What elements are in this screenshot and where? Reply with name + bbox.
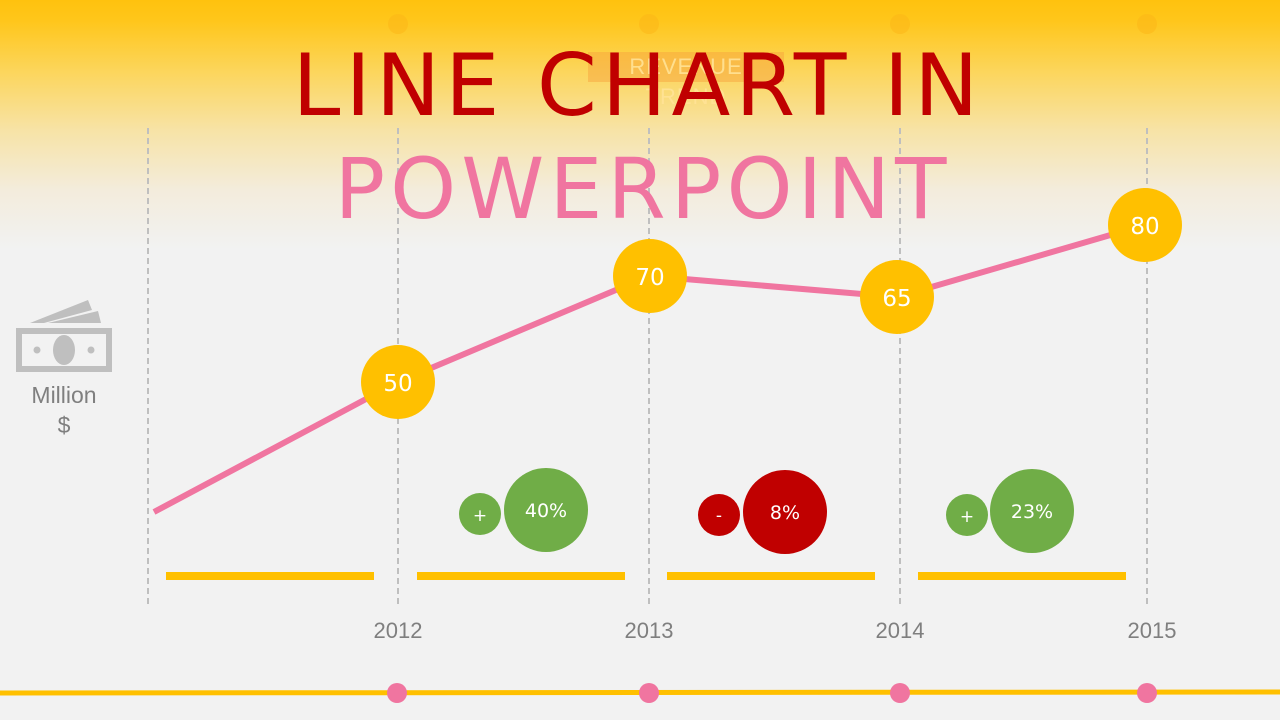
timeline-dot-2013 bbox=[639, 683, 659, 703]
change-bubble-2013-2014: - 8% bbox=[698, 470, 827, 554]
slide-title-line-1: LINE CHART IN bbox=[292, 36, 984, 136]
unit-label-line-1: Million bbox=[31, 382, 97, 408]
x-axis-label-2012: 2012 bbox=[373, 618, 423, 643]
svg-text:50: 50 bbox=[383, 371, 412, 397]
top-faint-dots bbox=[388, 14, 1157, 34]
svg-text:+: + bbox=[960, 507, 974, 527]
svg-text:70: 70 bbox=[635, 265, 664, 291]
timeline-dot-2015 bbox=[1137, 683, 1157, 703]
svg-text:8%: 8% bbox=[770, 502, 800, 524]
change-bubble-2012-2013: + 40% bbox=[459, 468, 588, 552]
svg-text:65: 65 bbox=[882, 286, 911, 312]
segment-bars bbox=[166, 572, 1126, 580]
timeline bbox=[0, 683, 1280, 703]
change-bubble-2014-2015: + 23% bbox=[946, 469, 1074, 553]
x-axis-label-2014: 2014 bbox=[875, 618, 925, 643]
svg-text:80: 80 bbox=[1130, 214, 1159, 240]
x-axis-label-2015: 2015 bbox=[1127, 618, 1177, 643]
y-axis-unit-label: Million $ bbox=[14, 380, 114, 440]
x-axis-label-2013: 2013 bbox=[624, 618, 674, 643]
svg-text:-: - bbox=[716, 506, 722, 526]
svg-text:40%: 40% bbox=[525, 500, 567, 522]
timeline-dot-2012 bbox=[387, 683, 407, 703]
data-point-2014[interactable]: 65 bbox=[860, 260, 934, 334]
svg-text:+: + bbox=[473, 506, 487, 526]
svg-text:23%: 23% bbox=[1011, 501, 1053, 523]
unit-label-line-2: $ bbox=[57, 412, 71, 438]
data-point-2015[interactable]: 80 bbox=[1108, 188, 1182, 262]
faded-chart-subtitle: REVENUE TREND bbox=[588, 52, 784, 109]
money-bills-icon bbox=[16, 300, 112, 372]
slide-title-line-2: POWERPOINT bbox=[334, 140, 952, 238]
data-point-2012[interactable]: 50 bbox=[361, 345, 435, 419]
data-point-2013[interactable]: 70 bbox=[613, 239, 687, 313]
timeline-dot-2014 bbox=[890, 683, 910, 703]
